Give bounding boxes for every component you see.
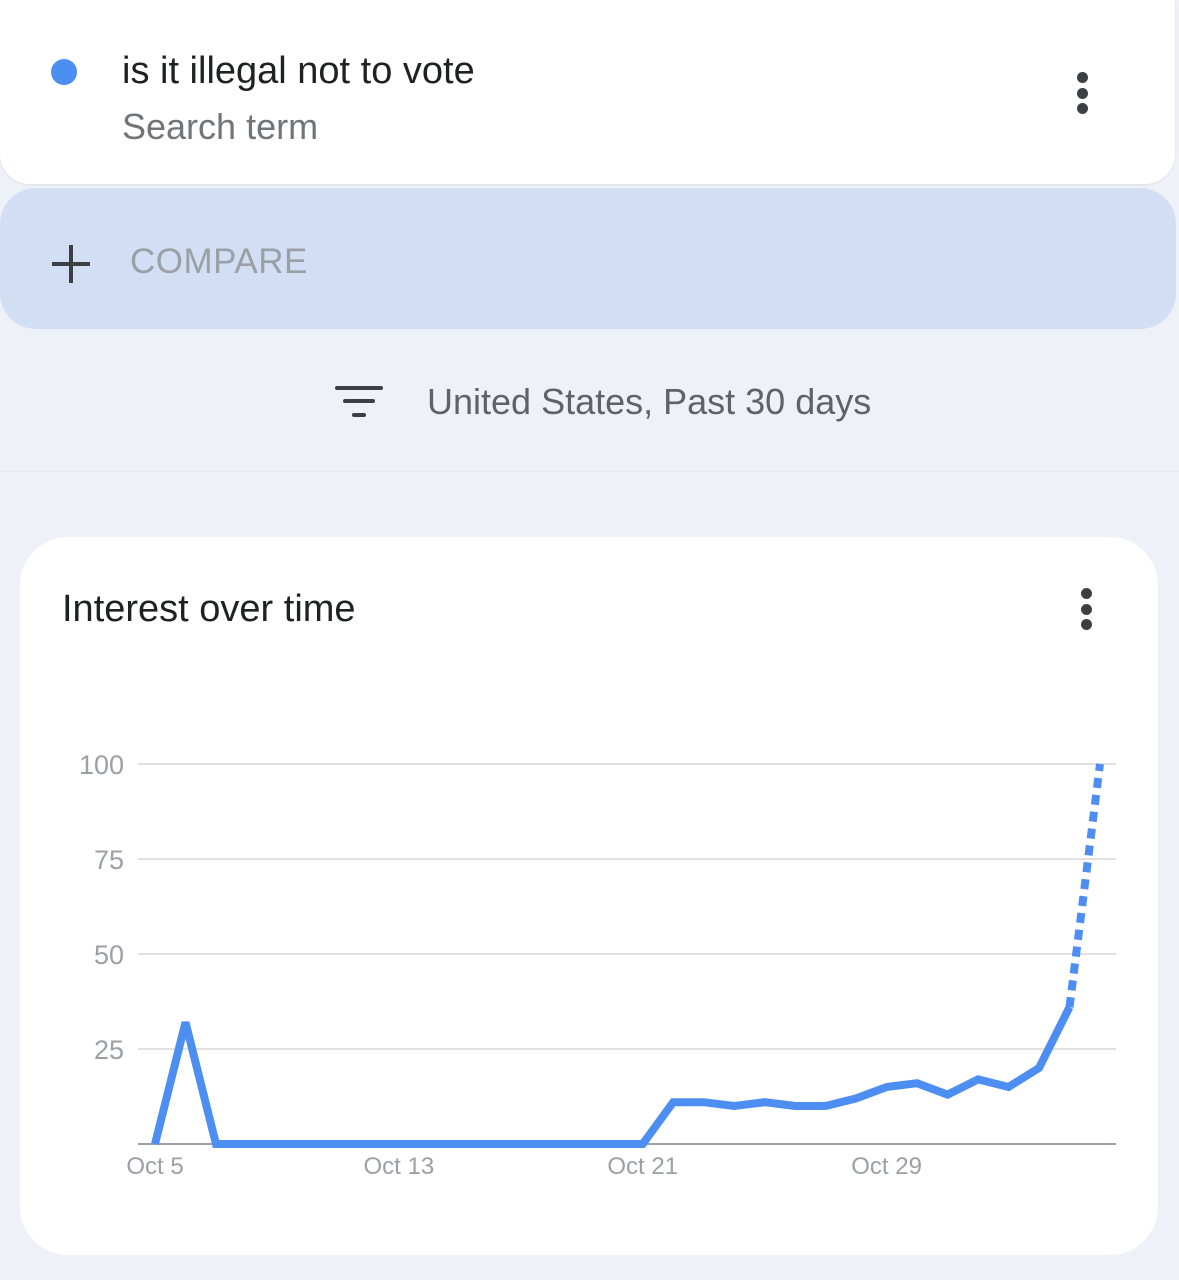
x-tick-label: Oct 5: [126, 1153, 183, 1180]
section-divider: [0, 471, 1179, 472]
data-point: [670, 1099, 676, 1105]
y-tick-label: 50: [94, 940, 124, 970]
data-point: [701, 1099, 707, 1105]
data-point: [335, 1141, 341, 1147]
x-tick-label: Oct 13: [364, 1153, 435, 1180]
data-point: [152, 1141, 158, 1147]
data-point: [914, 1080, 920, 1086]
y-tick-label: 75: [94, 845, 124, 875]
series-line: [151, 1005, 1074, 1148]
search-term-title[interactable]: is it illegal not to vote: [122, 50, 475, 92]
data-point: [975, 1076, 981, 1082]
x-tick-label: Oct 29: [851, 1153, 922, 1180]
data-point: [182, 1019, 188, 1025]
data-point: [548, 1141, 554, 1147]
filter-selector[interactable]: United States, Past 30 days: [427, 381, 872, 422]
y-tick-label: 100: [79, 750, 124, 780]
series-color-dot: [51, 59, 77, 85]
series-line-partial: [1065, 763, 1104, 1008]
data-point: [1097, 761, 1103, 767]
data-point: [1067, 1004, 1073, 1010]
data-point: [609, 1141, 615, 1147]
data-point: [1006, 1084, 1012, 1090]
data-point: [457, 1141, 463, 1147]
interest-over-time-card: [20, 537, 1158, 1255]
more-vert-icon[interactable]: [1074, 588, 1098, 630]
data-point: [274, 1141, 280, 1147]
data-point: [884, 1084, 890, 1090]
data-point: [731, 1103, 737, 1109]
data-point: [579, 1141, 585, 1147]
data-point: [853, 1095, 859, 1101]
data-point: [762, 1099, 768, 1105]
filter-icon[interactable]: [335, 386, 383, 420]
data-point: [213, 1141, 219, 1147]
search-term-card: is it illegal not to vote Search term: [0, 0, 1175, 184]
data-point: [487, 1141, 493, 1147]
compare-button[interactable]: [0, 188, 1176, 329]
data-point: [243, 1141, 249, 1147]
data-point: [640, 1141, 646, 1147]
data-point: [396, 1141, 402, 1147]
y-tick-label: 25: [94, 1035, 124, 1065]
data-point: [792, 1103, 798, 1109]
plus-icon[interactable]: [52, 245, 90, 283]
x-tick-label: Oct 21: [607, 1153, 678, 1180]
search-term-subtitle: Search term: [122, 106, 319, 147]
compare-label[interactable]: COMPARE: [130, 242, 308, 281]
data-point: [1036, 1065, 1042, 1071]
data-point: [426, 1141, 432, 1147]
data-point: [365, 1141, 371, 1147]
data-point: [518, 1141, 524, 1147]
chart-title: Interest over time: [62, 588, 356, 630]
data-point: [945, 1092, 951, 1098]
more-vert-icon[interactable]: [1070, 72, 1094, 114]
data-point: [823, 1103, 829, 1109]
data-point: [304, 1141, 310, 1147]
